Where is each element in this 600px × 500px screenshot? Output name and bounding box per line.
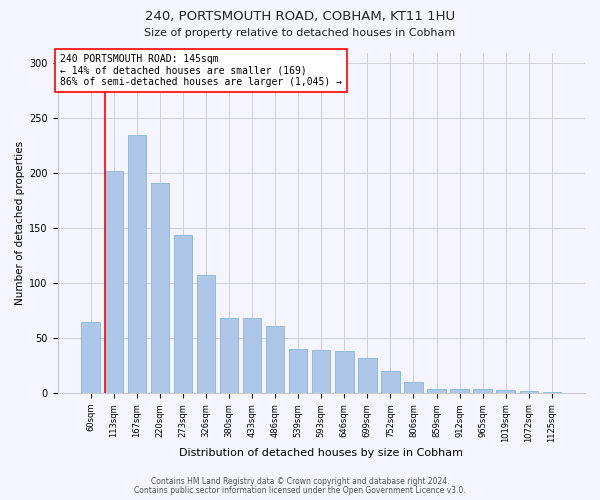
Bar — [542, 392, 561, 393]
Bar — [82, 322, 100, 393]
Y-axis label: Number of detached properties: Number of detached properties — [15, 141, 25, 305]
Bar — [174, 235, 192, 393]
Bar — [151, 184, 169, 393]
Bar — [220, 318, 238, 393]
Bar — [473, 389, 492, 393]
Text: Size of property relative to detached houses in Cobham: Size of property relative to detached ho… — [145, 28, 455, 38]
Bar — [197, 274, 215, 393]
Bar — [266, 326, 284, 393]
Text: Contains HM Land Registry data © Crown copyright and database right 2024.: Contains HM Land Registry data © Crown c… — [151, 477, 449, 486]
Bar — [128, 135, 146, 393]
Text: 240 PORTSMOUTH ROAD: 145sqm
← 14% of detached houses are smaller (169)
86% of se: 240 PORTSMOUTH ROAD: 145sqm ← 14% of det… — [60, 54, 342, 88]
Bar — [358, 358, 377, 393]
Bar — [404, 382, 422, 393]
Text: 240, PORTSMOUTH ROAD, COBHAM, KT11 1HU: 240, PORTSMOUTH ROAD, COBHAM, KT11 1HU — [145, 10, 455, 23]
Bar — [427, 389, 446, 393]
X-axis label: Distribution of detached houses by size in Cobham: Distribution of detached houses by size … — [179, 448, 463, 458]
Text: Contains public sector information licensed under the Open Government Licence v3: Contains public sector information licen… — [134, 486, 466, 495]
Bar — [496, 390, 515, 393]
Bar — [289, 350, 307, 393]
Bar — [335, 352, 353, 393]
Bar — [451, 389, 469, 393]
Bar — [104, 171, 123, 393]
Bar — [243, 318, 262, 393]
Bar — [312, 350, 331, 393]
Bar — [381, 371, 400, 393]
Bar — [520, 391, 538, 393]
